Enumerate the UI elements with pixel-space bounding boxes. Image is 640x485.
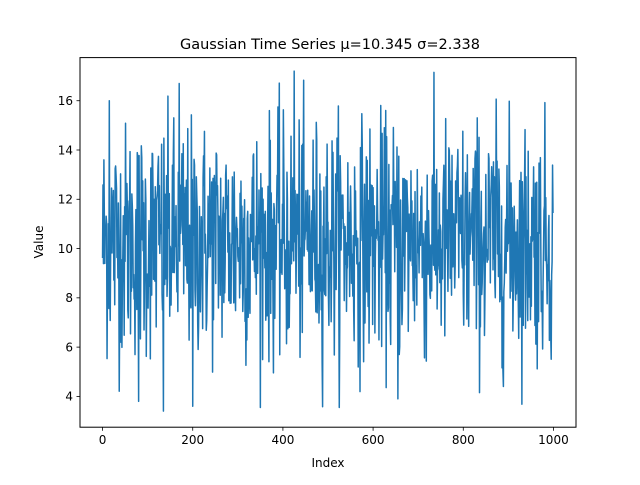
x-axis-label: Index — [311, 456, 344, 470]
y-axis-label: Value — [32, 226, 46, 259]
y-tick-label: 12 — [58, 193, 73, 207]
y-tick-label: 14 — [58, 143, 73, 157]
y-tick-label: 6 — [65, 340, 73, 354]
series-line — [101, 70, 554, 412]
plot-area — [79, 57, 577, 428]
x-tick-label: 400 — [271, 433, 294, 447]
x-axis: 0 200 400 600 800 1000 — [99, 427, 569, 447]
y-tick-label: 4 — [65, 390, 73, 404]
chart-title: Gaussian Time Series μ=10.345 σ=2.338 — [180, 37, 480, 53]
series-group — [101, 70, 554, 412]
axes-frame — [79, 57, 577, 428]
y-tick-label: 16 — [58, 94, 73, 108]
y-axis: 4 6 8 10 12 14 16 — [58, 94, 80, 404]
x-tick-label: 1000 — [538, 433, 569, 447]
x-tick-label: 600 — [362, 433, 385, 447]
x-tick-label: 0 — [99, 433, 107, 447]
x-tick-label: 800 — [452, 433, 475, 447]
y-tick-label: 8 — [65, 291, 73, 305]
y-tick-label: 10 — [58, 242, 73, 256]
x-tick-label: 200 — [181, 433, 204, 447]
